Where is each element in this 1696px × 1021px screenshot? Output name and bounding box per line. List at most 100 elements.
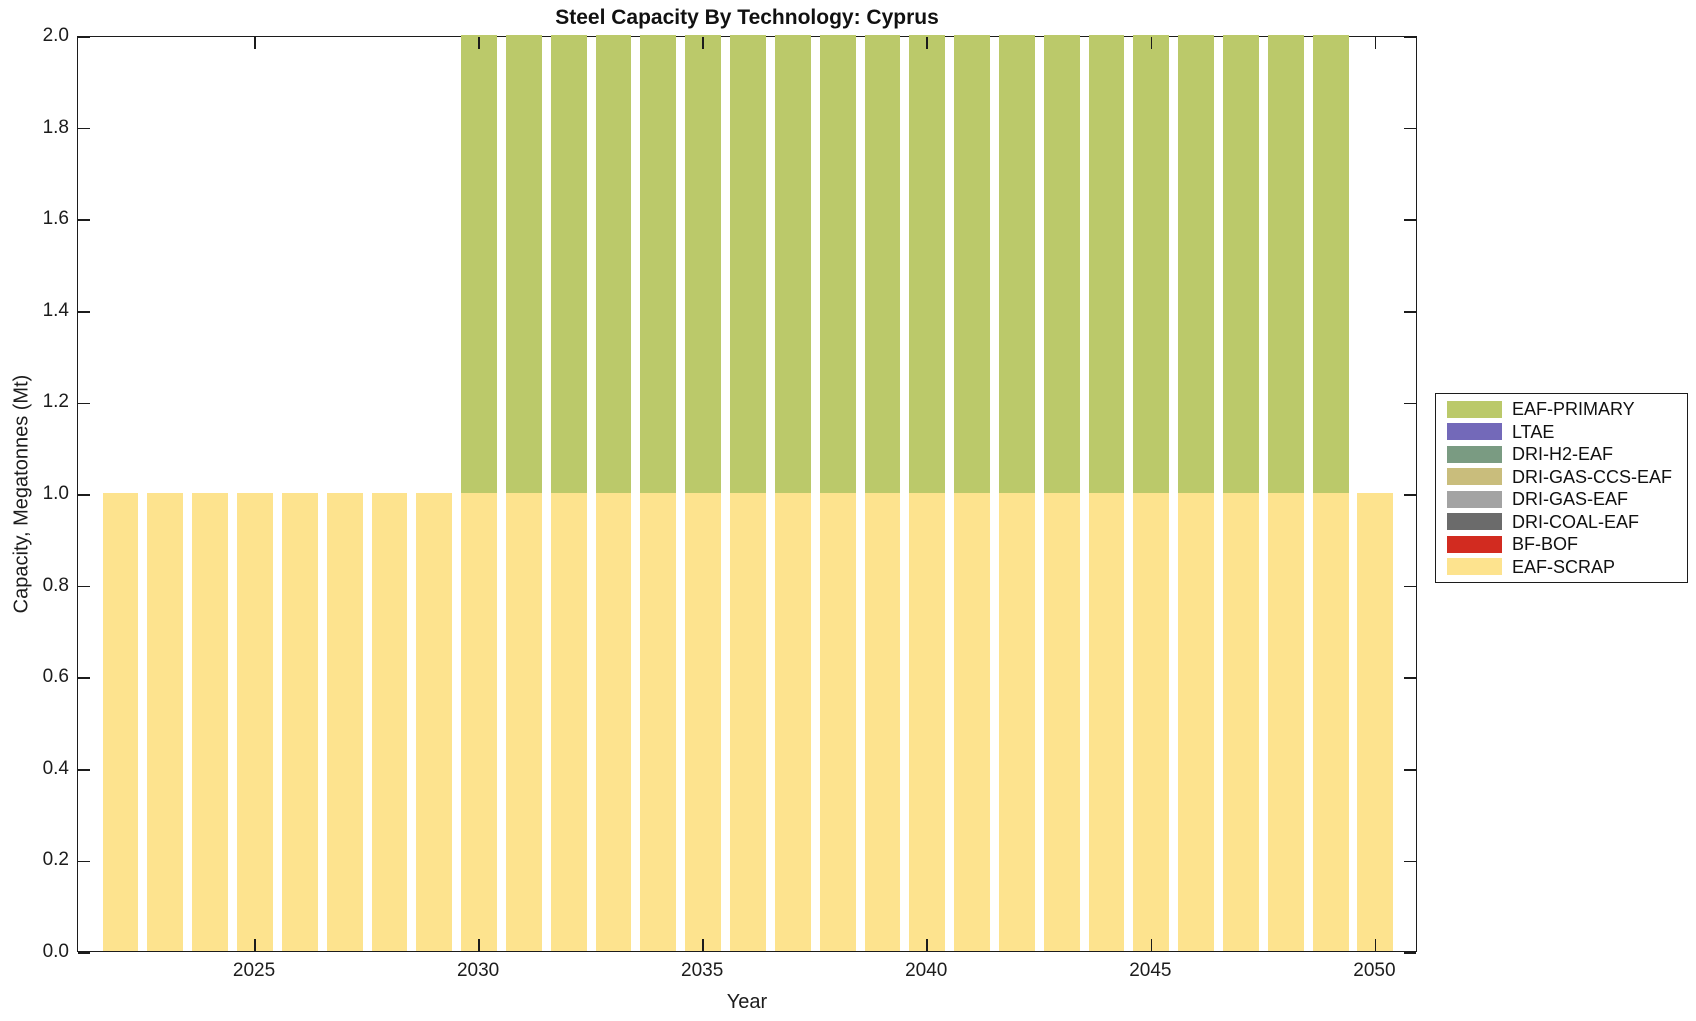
legend-swatch	[1447, 490, 1502, 508]
bar-segment-eaf-scrap	[550, 493, 587, 951]
x-tick-label: 2045	[1129, 960, 1172, 981]
y-tick-label: 2.0	[42, 25, 69, 46]
bar-segment-eaf-scrap	[1043, 493, 1080, 951]
legend-label: DRI-GAS-CCS-EAF	[1512, 466, 1673, 487]
y-tick-label: 1.6	[42, 208, 69, 230]
legend-row-eaf-scrap: EAF-SCRAP	[1447, 558, 1687, 576]
legend-row-ltae: LTAE	[1447, 423, 1687, 441]
bar-group-2035	[685, 35, 722, 951]
y-tick-left	[78, 677, 90, 679]
x-tick-top	[702, 37, 704, 49]
y-tick-label: 0.6	[42, 666, 69, 688]
bar-segment-eaf-scrap	[1312, 493, 1349, 951]
y-tick-left	[78, 769, 90, 771]
y-tick-right	[1404, 402, 1416, 405]
bar-segment-eaf-scrap	[1178, 493, 1215, 951]
bar-group-2031	[505, 35, 542, 951]
bar-group-2027	[326, 35, 363, 951]
bar-segment-eaf-scrap	[1223, 493, 1259, 951]
y-tick-left	[78, 402, 90, 405]
bar-segment-eaf-primary	[1088, 35, 1125, 493]
bar-group-2049	[1312, 35, 1349, 951]
x-tick-top	[1150, 37, 1153, 49]
y-tick-left	[78, 952, 90, 954]
bar-segment-eaf-scrap	[416, 493, 453, 951]
y-tick-label: 1.8	[42, 116, 69, 138]
y-tick-right	[1404, 860, 1416, 863]
bar-segment-eaf-scrap	[1267, 493, 1304, 951]
bar-segment-eaf-scrap	[1088, 493, 1125, 951]
x-tick-bottom	[1374, 939, 1377, 951]
y-tick-right	[1404, 677, 1416, 679]
x-tick-label: 2025	[232, 960, 276, 981]
bar-group-2024	[192, 35, 229, 951]
bar-group-2038	[819, 35, 856, 951]
bar-group-2047	[1223, 35, 1259, 951]
x-tick-top	[478, 37, 480, 49]
legend-row-eaf-primary: EAF-PRIMARY	[1447, 400, 1687, 418]
legend-row-bf-bof: BF-BOF	[1447, 535, 1687, 553]
y-tick-left	[78, 860, 90, 863]
bar-segment-eaf-scrap	[102, 493, 139, 951]
x-tick-label: 2035	[681, 960, 724, 981]
bar-group-2029	[416, 35, 453, 951]
bar-segment-eaf-scrap	[326, 493, 363, 951]
legend-label: LTAE	[1512, 421, 1555, 442]
legend: EAF-PRIMARY LTAE DRI-H2-EAF DRI-GAS-CCS-EAF…	[1435, 393, 1688, 583]
bar-group-2036	[730, 35, 766, 951]
bar-segment-eaf-scrap	[1357, 493, 1394, 951]
bar-group-2039	[864, 35, 901, 951]
x-tick-label: 2050	[1353, 960, 1396, 981]
legend-swatch	[1447, 558, 1502, 575]
bar-group-2043	[1043, 35, 1080, 951]
y-tick-left	[78, 585, 90, 588]
bar-group-2040	[909, 35, 946, 951]
bar-segment-eaf-primary	[1178, 35, 1215, 493]
bar-segment-eaf-primary	[595, 35, 632, 493]
bar-segment-eaf-scrap	[281, 493, 318, 951]
bar-segment-eaf-scrap	[864, 493, 901, 951]
plot-area	[77, 35, 1417, 954]
bar-group-2042	[998, 35, 1035, 951]
bar-segment-eaf-scrap	[595, 493, 632, 951]
legend-label: DRI-COAL-EAF	[1512, 511, 1640, 532]
legend-swatch	[1447, 535, 1502, 553]
bar-segment-eaf-primary	[954, 35, 990, 493]
bar-segment-eaf-primary	[1223, 35, 1259, 493]
bar-group-2025	[237, 35, 273, 951]
legend-swatch	[1447, 445, 1502, 463]
legend-row-dri-coal-eaf: DRI-COAL-EAF	[1447, 513, 1687, 531]
y-tick-label: 0.0	[42, 941, 69, 962]
bar-segment-eaf-primary	[998, 35, 1035, 493]
bar-group-2034	[640, 35, 677, 951]
bar-segment-eaf-primary	[685, 35, 722, 493]
bar-segment-eaf-scrap	[505, 493, 542, 951]
bar-segment-eaf-scrap	[909, 493, 946, 951]
bar-segment-eaf-primary	[730, 35, 766, 493]
bar-segment-eaf-scrap	[1133, 493, 1170, 951]
bar-segment-eaf-scrap	[371, 493, 408, 951]
bar-segment-eaf-primary	[505, 35, 542, 493]
legend-label: DRI-GAS-EAF	[1512, 489, 1629, 510]
bar-segment-eaf-scrap	[730, 493, 766, 951]
x-tick-bottom	[702, 939, 704, 951]
bar-segment-eaf-primary	[864, 35, 901, 493]
bar-group-2037	[774, 35, 811, 951]
y-tick-left	[78, 127, 90, 130]
y-tick-label: 1.2	[42, 391, 69, 413]
bar-segment-eaf-primary	[1043, 35, 1080, 493]
bar-group-2026	[281, 35, 318, 951]
bar-group-2030	[461, 35, 498, 951]
bar-group-2050	[1357, 35, 1394, 951]
legend-label: BF-BOF	[1512, 534, 1578, 555]
bar-segment-eaf-primary	[774, 35, 811, 493]
bar-segment-eaf-primary	[1312, 35, 1349, 493]
legend-swatch	[1447, 423, 1502, 441]
legend-label: EAF-PRIMARY	[1512, 399, 1635, 420]
bar-segment-eaf-scrap	[774, 493, 811, 951]
legend-row-dri-h2-eaf: DRI-H2-EAF	[1447, 445, 1687, 463]
y-tick-label: 1.4	[42, 299, 69, 321]
bar-segment-eaf-scrap	[237, 493, 273, 951]
bar-segment-eaf-scrap	[819, 493, 856, 951]
